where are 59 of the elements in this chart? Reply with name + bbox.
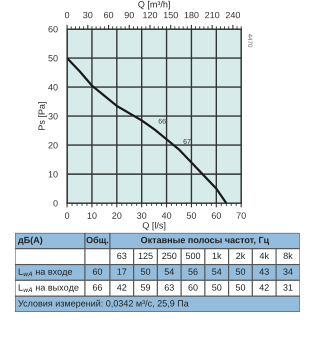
text: 17	[117, 268, 126, 275]
text: 34	[283, 268, 293, 275]
y-tick-label: 30	[48, 113, 58, 120]
x-tick-label: 40	[162, 212, 172, 219]
x-tick-label: 50	[186, 212, 196, 219]
x2-tick-label: 30	[83, 12, 92, 18]
y-tick-label: 0	[53, 200, 58, 206]
text: 54	[212, 268, 222, 275]
text: 54	[164, 268, 174, 275]
x2-tick-label: 0	[64, 12, 70, 18]
text: 50	[140, 268, 150, 275]
text: Условия измерений: 0,0342 м³/с, 25,9 Па	[18, 300, 189, 308]
category-label: 250	[162, 252, 176, 260]
x-tick-label: 10	[88, 212, 97, 219]
y-tick-label: 10	[48, 171, 58, 178]
x2-tick-label: 120	[143, 12, 158, 18]
category-label: 1k	[212, 252, 222, 259]
x2-tick-label: 240	[226, 12, 240, 18]
text: 42	[116, 284, 126, 291]
x-tick-label: 0	[64, 212, 70, 219]
category-label: 8k	[284, 252, 293, 260]
x2-tick-label: 150	[164, 12, 178, 18]
category-label: 125	[138, 252, 153, 260]
text: 60	[92, 268, 102, 275]
y-tick-label: 50	[48, 55, 58, 62]
y-tick-label: 60	[48, 26, 58, 32]
x-tick-label: 30	[137, 212, 146, 219]
text: 31	[283, 284, 293, 291]
text: 43	[259, 268, 269, 275]
category-label: Общ.	[86, 236, 108, 245]
text: Октавные полосы частот, Гц	[141, 236, 270, 245]
x-axis-title: Q [l/s]	[142, 222, 166, 230]
x-tick-label: 70	[236, 212, 246, 219]
x2-axis-title: Q [m³/h]	[138, 0, 170, 10]
text: 60	[188, 284, 198, 291]
y-axis-title: Ps [Pa]	[38, 102, 47, 130]
y-tick-label: 40	[48, 84, 58, 90]
text: 63	[164, 284, 174, 291]
category-label: 4k	[260, 252, 270, 259]
text: 50	[212, 284, 222, 291]
category-label: L$_{wA}$ на выходе	[18, 284, 79, 292]
text: 50	[236, 268, 246, 275]
x-tick-label: 20	[112, 212, 122, 219]
category-label: 500	[186, 252, 200, 260]
text: 42	[259, 284, 269, 291]
text: 50	[236, 284, 246, 291]
x-tick-label: 60	[212, 212, 221, 219]
category-label: 63	[117, 252, 126, 260]
text: 56	[188, 268, 198, 275]
category-label: 2k	[236, 252, 246, 259]
x2-tick-label: 180	[184, 12, 199, 18]
y-tick-label: 20	[48, 142, 58, 148]
x2-tick-label: 60	[104, 12, 114, 18]
text: дБ(А)	[18, 236, 42, 245]
text: 59	[140, 284, 150, 291]
text: 66	[92, 284, 102, 291]
category-label: L$_{wA}$ на входе	[18, 268, 72, 277]
x2-tick-label: 90	[124, 12, 134, 18]
x2-tick-label: 210	[205, 12, 220, 18]
